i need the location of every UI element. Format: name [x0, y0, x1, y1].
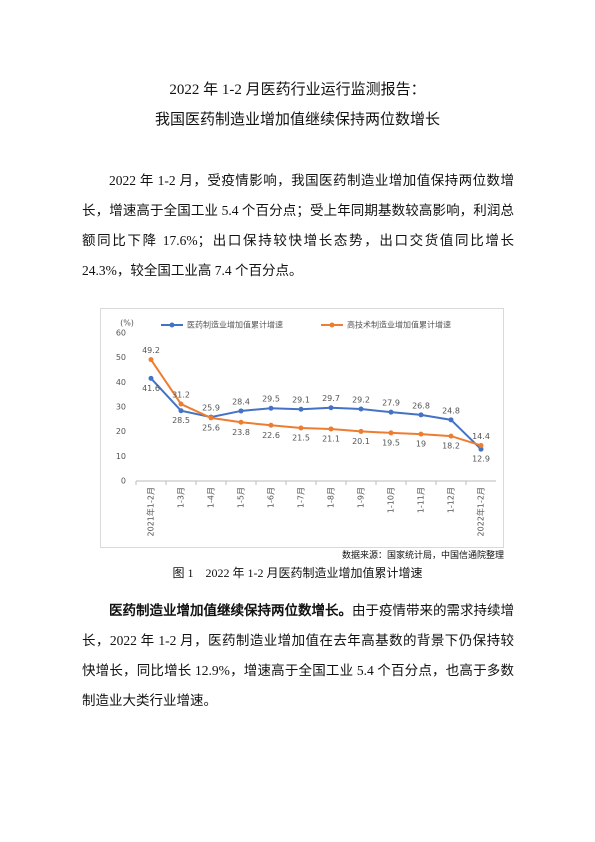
data-point: [268, 422, 274, 428]
data-point: [328, 426, 334, 432]
data-label: 14.4: [472, 432, 490, 441]
data-label: 31.2: [172, 391, 190, 400]
data-point: [208, 415, 214, 421]
data-label: 22.6: [262, 431, 280, 440]
y-tick-label: 30: [116, 403, 126, 412]
data-label: 25.9: [202, 404, 220, 413]
x-tick-label: 1-4月: [207, 487, 216, 508]
x-tick-label: 1-3月: [177, 487, 186, 508]
title-line: 2022 年 1-2 月医药行业运行监测报告：: [169, 82, 426, 98]
y-tick-label: 0: [121, 477, 126, 486]
x-tick-label: 1-10月: [387, 487, 396, 513]
data-point: [328, 405, 334, 411]
data-label: 12.9: [472, 455, 490, 464]
data-label: 27.9: [382, 399, 400, 408]
data-label: 20.1: [352, 437, 370, 446]
data-point: [358, 406, 364, 412]
data-label: 49.2: [142, 346, 160, 355]
data-point: [238, 419, 244, 425]
legend-marker: [169, 322, 175, 328]
y-tick-label: 50: [116, 353, 126, 362]
data-point: [448, 433, 454, 439]
x-tick-label: 1-5月: [237, 487, 246, 508]
data-label: 29.7: [322, 394, 340, 403]
data-label: 29.1: [292, 396, 310, 405]
figure-caption: 图 1 2022 年 1-2 月医药制造业增加值累计增速: [0, 564, 595, 581]
data-label: 19.5: [382, 438, 400, 447]
data-point: [478, 446, 484, 452]
data-point: [418, 412, 424, 418]
data-point: [418, 431, 424, 437]
data-point: [148, 375, 154, 381]
data-label: 18.2: [442, 442, 460, 451]
data-label: 29.2: [352, 395, 370, 404]
series-line: [150, 359, 482, 447]
data-point: [298, 425, 304, 431]
data-label: 26.8: [412, 401, 430, 410]
data-label: 21.1: [322, 434, 340, 443]
x-tick-label: 2022年1-2月: [476, 487, 486, 536]
data-point: [148, 357, 154, 363]
y-axis-label: (%): [120, 319, 134, 328]
data-label: 23.8: [232, 428, 250, 437]
x-tick-label: 1-7月: [297, 487, 306, 508]
y-tick-label: 10: [116, 452, 126, 461]
legend-label: 医药制造业增加值累计增速: [187, 320, 283, 330]
data-label: 19: [416, 440, 426, 449]
y-tick-label: 60: [116, 329, 126, 338]
data-point: [178, 401, 184, 407]
y-tick-label: 40: [116, 378, 126, 387]
data-point: [268, 405, 274, 411]
y-tick-label: 20: [116, 427, 126, 436]
caption-label: 图 1: [172, 566, 194, 580]
data-label: 25.6: [202, 423, 220, 432]
x-tick-label: 1-12月: [447, 487, 456, 513]
paragraph-text: 由于疫情带来的需求持续增长，2022 年 1-2 月，医药制造业增加值在去年高基…: [82, 603, 514, 708]
paragraph-lead: 医药制造业增加值继续保持两位数增长。: [109, 603, 352, 618]
x-tick-label: 2021年1-2月: [146, 487, 156, 536]
source-note: 数据来源：国家统计局，中国信通院整理: [341, 550, 504, 560]
x-tick-label: 1-8月: [327, 487, 336, 508]
data-label: 24.8: [442, 406, 460, 415]
paragraph: 医药制造业增加值继续保持两位数增长。由于疫情带来的需求持续增长，2022 年 1…: [82, 596, 514, 716]
data-point: [448, 417, 454, 423]
paragraph: 2022 年 1-2 月，受疫情影响，我国医药制造业增加值保持两位数增长，增速高…: [82, 173, 514, 278]
legend-label: 高技术制造业增加值累计增速: [347, 320, 451, 330]
caption-title: 2022 年 1-2 月医药制造业增加值累计增速: [205, 566, 423, 580]
chart: (%) 0 10 20 30 40 50 60 2021年1-2月 1-3月 1-4月 1-5月 1-…: [100, 308, 504, 548]
data-point: [238, 408, 244, 414]
data-label: 41.6: [142, 384, 160, 393]
data-point: [478, 442, 484, 448]
x-tick-label: 1-9月: [357, 487, 366, 508]
data-point: [178, 408, 184, 414]
title-line: 我国医药制造业增加值继续保持两位数增长: [154, 112, 440, 128]
x-tick-label: 1-11月: [417, 487, 426, 513]
data-label: 21.5: [292, 433, 310, 442]
data-point: [298, 406, 304, 412]
data-label: 28.4: [232, 397, 250, 406]
data-label: 28.5: [172, 416, 190, 425]
data-point: [388, 409, 394, 415]
data-label: 29.5: [262, 395, 280, 404]
x-tick-label: 1-6月: [267, 487, 276, 508]
legend-marker: [329, 322, 335, 328]
data-point: [388, 430, 394, 436]
data-point: [358, 428, 364, 434]
